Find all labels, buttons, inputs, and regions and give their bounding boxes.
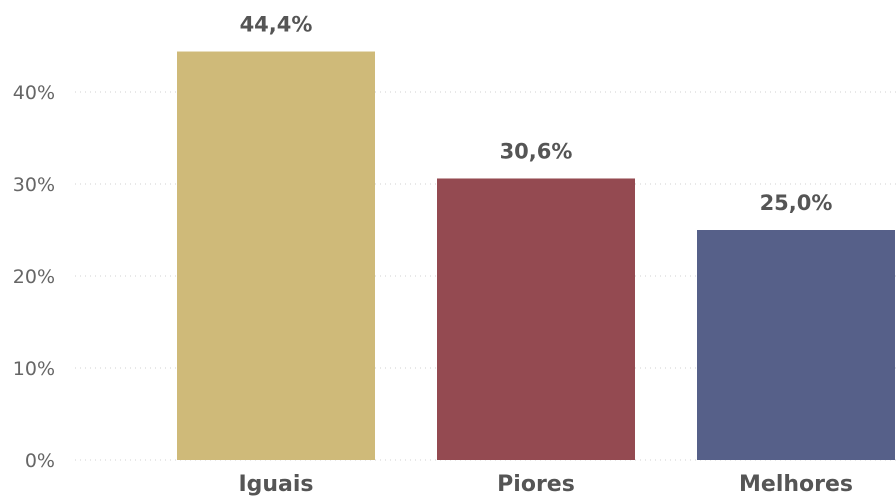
y-tick-label-40: 40% <box>13 82 55 104</box>
y-tick-label-10: 10% <box>13 358 55 380</box>
bar-melhores[interactable] <box>697 230 895 460</box>
data-label-iguais: 44,4% <box>240 13 313 37</box>
y-tick-label-30: 30% <box>13 174 55 196</box>
bar-iguais[interactable] <box>177 51 375 461</box>
data-label-melhores: 25,0% <box>760 191 833 215</box>
category-label-piores: Piores <box>497 472 575 497</box>
y-tick-label-0: 0% <box>25 450 55 472</box>
data-labels: 44,4% 30,6% 25,0% <box>240 13 833 215</box>
x-axis-category-labels: Iguais Piores Melhores <box>238 472 853 497</box>
bars <box>177 51 895 461</box>
category-label-iguais: Iguais <box>238 472 313 497</box>
bar-piores[interactable] <box>437 178 635 461</box>
y-tick-label-20: 20% <box>13 266 55 288</box>
category-label-melhores: Melhores <box>739 472 853 497</box>
y-axis-tick-labels: 0% 10% 20% 30% 40% <box>13 82 55 472</box>
data-label-piores: 30,6% <box>500 139 573 163</box>
